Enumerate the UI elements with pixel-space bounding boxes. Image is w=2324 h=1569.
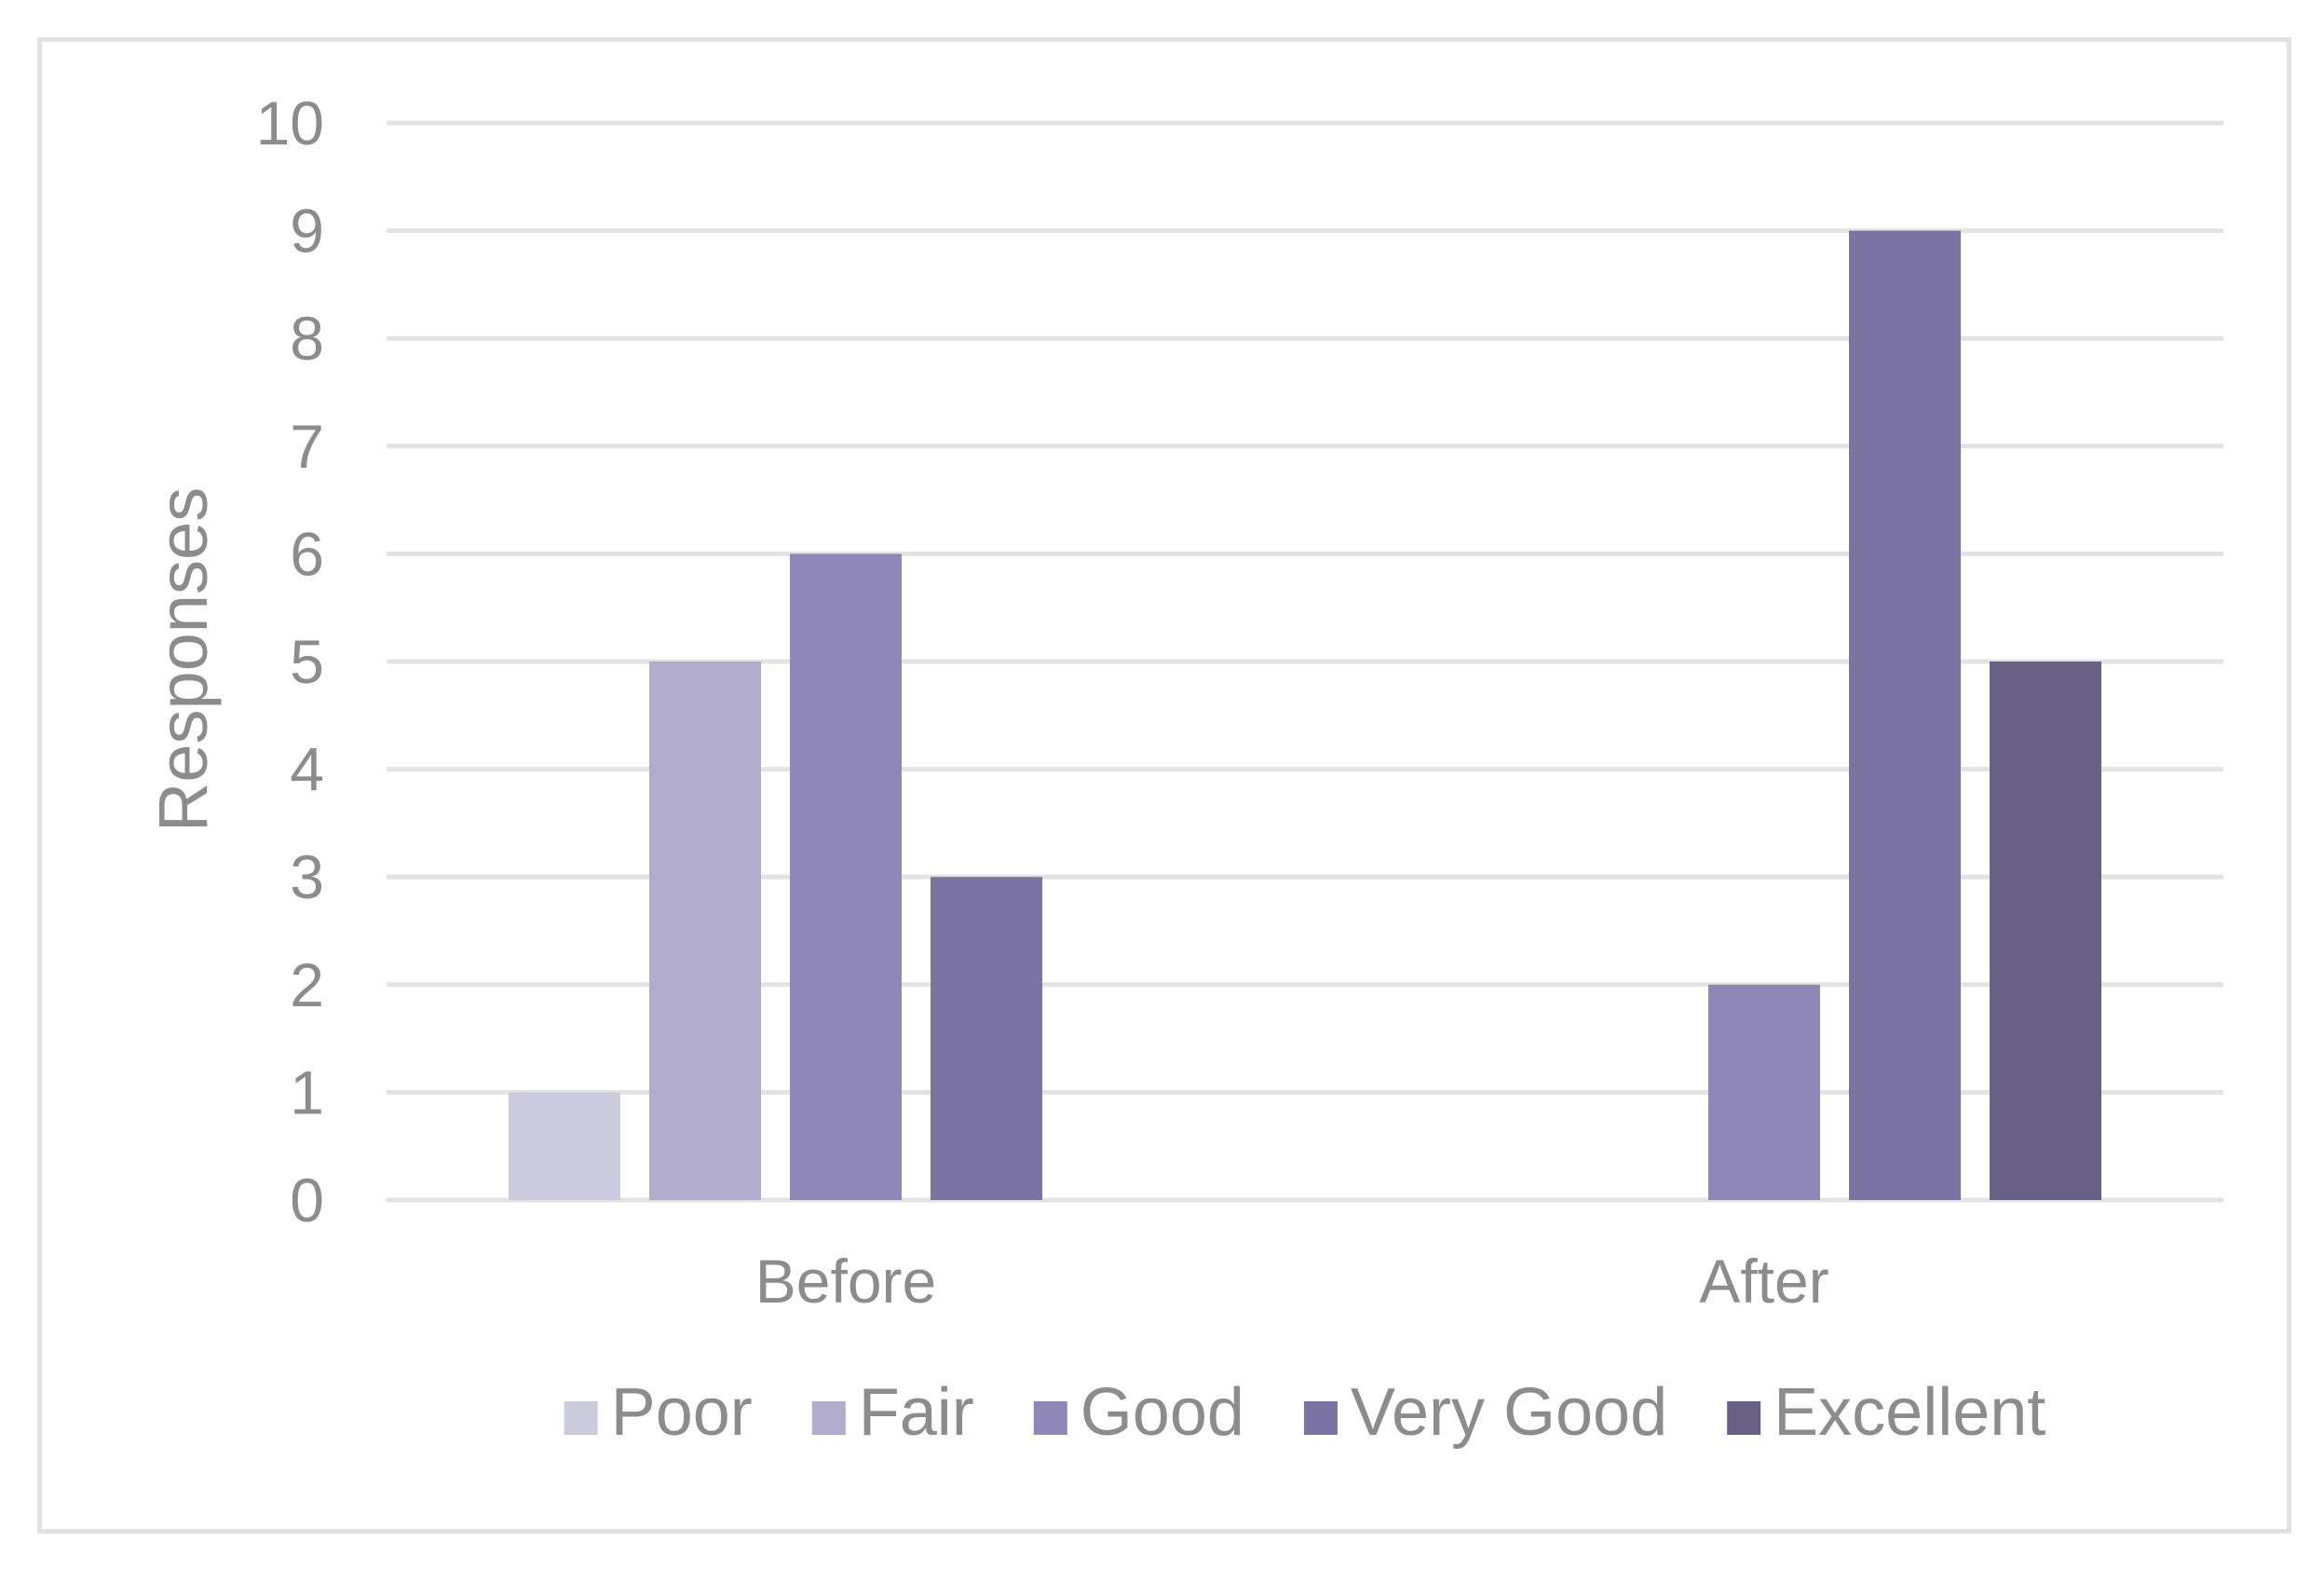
legend-label: Poor: [611, 1375, 753, 1450]
y-tick-label: 6: [290, 519, 324, 588]
legend-item-very-good: Very Good: [1303, 1375, 1667, 1450]
legend-swatch: [1303, 1401, 1338, 1435]
y-tick-label: 9: [290, 197, 324, 266]
bar-excellent-after: [1990, 662, 2101, 1200]
y-tick-label: 2: [290, 950, 324, 1019]
legend: Poor Fair Good Very Good Excellent: [564, 1375, 2045, 1450]
bar-good-after: [1708, 984, 1820, 1200]
legend-label: Good: [1080, 1375, 1244, 1450]
legend-label: Very Good: [1351, 1375, 1667, 1450]
legend-item-excellent: Excellent: [1727, 1375, 2045, 1450]
legend-item-poor: Poor: [564, 1375, 753, 1450]
y-axis-ticks: 0 1 2 3 4 5 6 7 8 9 10: [256, 89, 324, 1235]
bar-fair-before: [649, 662, 761, 1200]
y-tick-label: 0: [290, 1166, 324, 1235]
y-tick-label: 8: [290, 304, 324, 373]
bar-very-good-after: [1849, 230, 1961, 1201]
bar-poor-before: [509, 1092, 620, 1200]
y-tick-label: 7: [290, 412, 324, 481]
legend-swatch: [1727, 1401, 1761, 1435]
legend-swatch: [564, 1401, 598, 1435]
y-tick-label: 10: [256, 89, 324, 157]
y-tick-label: 4: [290, 735, 324, 804]
legend-swatch: [1033, 1401, 1067, 1435]
bar-very-good-before: [931, 877, 1042, 1200]
legend-label: Fair: [859, 1375, 974, 1450]
x-category-label: Before: [755, 1247, 936, 1316]
legend-item-good: Good: [1033, 1375, 1244, 1450]
legend-swatch: [811, 1401, 846, 1435]
y-tick-label: 5: [290, 627, 324, 696]
x-category-label: After: [1699, 1247, 1828, 1316]
legend-label: Excellent: [1774, 1375, 2045, 1450]
bars: [509, 230, 2101, 1201]
x-axis-categories: Before After: [755, 1247, 1829, 1316]
y-tick-label: 3: [290, 842, 324, 911]
bar-good-before: [790, 553, 902, 1200]
y-tick-label: 1: [290, 1057, 324, 1126]
y-axis-title: Responses: [144, 487, 222, 832]
legend-item-fair: Fair: [811, 1375, 974, 1450]
